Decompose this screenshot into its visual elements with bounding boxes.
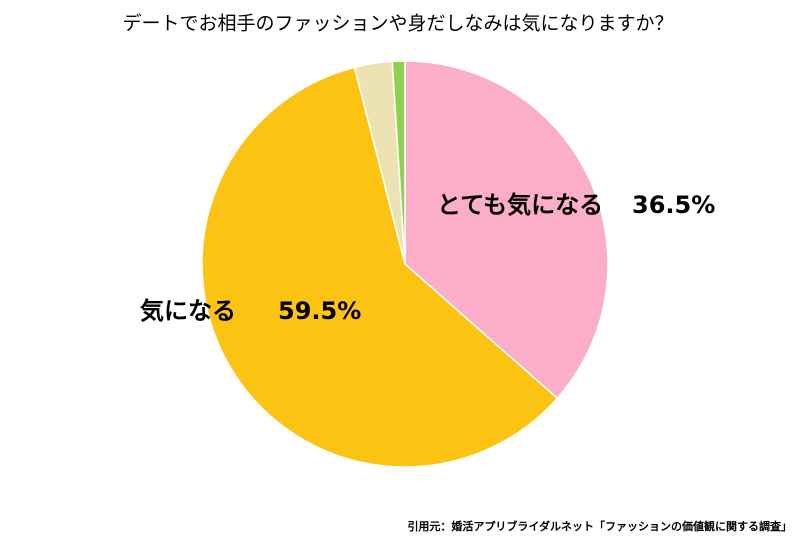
pie [201,60,609,468]
chart-title: デートでお相手のファッションや身だしなみは気になりますか？ [122,13,673,35]
pie-slice [404,60,609,400]
pie-slice [201,66,559,468]
pie-slice [391,60,406,265]
slice-label: とても気になる [437,191,603,219]
source-note: 引用元：婚活アプリブライダルネット「ファッションの価値観に関する調査」 [407,519,792,533]
slice-value-label: 59.5% [278,297,361,325]
slice-value-label: 36.5% [632,191,715,219]
slice-label: 気になる [140,297,236,325]
